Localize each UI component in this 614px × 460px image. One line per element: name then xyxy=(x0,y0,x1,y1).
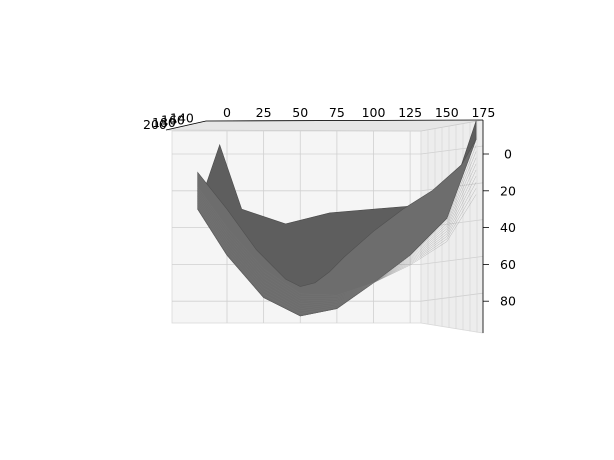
z-tick-label: 80 xyxy=(500,294,516,309)
grid-line-side xyxy=(420,292,484,302)
surface-contour xyxy=(197,176,477,302)
x-tick-label: 25 xyxy=(256,105,272,120)
x-tick-label: 0 xyxy=(223,105,231,120)
surface-mesh xyxy=(197,120,477,317)
surface-contour xyxy=(197,163,477,307)
z-tick-label: 40 xyxy=(500,220,516,235)
y-tick-label: 200 xyxy=(143,117,167,132)
surface-contour xyxy=(197,157,477,309)
surface-contour xyxy=(197,145,477,314)
x-axis-line xyxy=(205,119,484,122)
x-tick-label: 175 xyxy=(471,105,495,120)
grid-line-side xyxy=(420,256,484,265)
y-tick-label: 140 xyxy=(170,110,194,125)
y-tick-label: 180 xyxy=(152,115,176,130)
z-tick-label: 0 xyxy=(504,147,512,162)
z-tick-label: 20 xyxy=(500,183,516,198)
x-tick-label: 125 xyxy=(398,105,422,120)
x-tick-label: 150 xyxy=(435,105,459,120)
x-tick-labels: 0 25 50 75 100 125 150 175 xyxy=(223,105,495,120)
surface-contour xyxy=(197,169,477,304)
surface-contour xyxy=(197,151,477,312)
surface-contour xyxy=(197,188,477,298)
surface-contour xyxy=(197,182,477,299)
x-tick-label: 100 xyxy=(362,105,386,120)
axes-3d: 0 25 50 75 100 125 150 175 0 20 40 60 80 2001801601… xyxy=(143,105,516,334)
x-tick-label: 75 xyxy=(329,105,345,120)
z-tick-label: 60 xyxy=(500,257,516,272)
surface-contour xyxy=(197,139,477,317)
axis-lines xyxy=(165,119,484,333)
y-axis-line xyxy=(165,120,207,131)
surface-contour xyxy=(197,186,477,296)
x-tick-label: 50 xyxy=(292,105,308,120)
z-tick-labels: 0 20 40 60 80 xyxy=(483,147,516,309)
y-tick-label: 160 xyxy=(161,113,185,128)
